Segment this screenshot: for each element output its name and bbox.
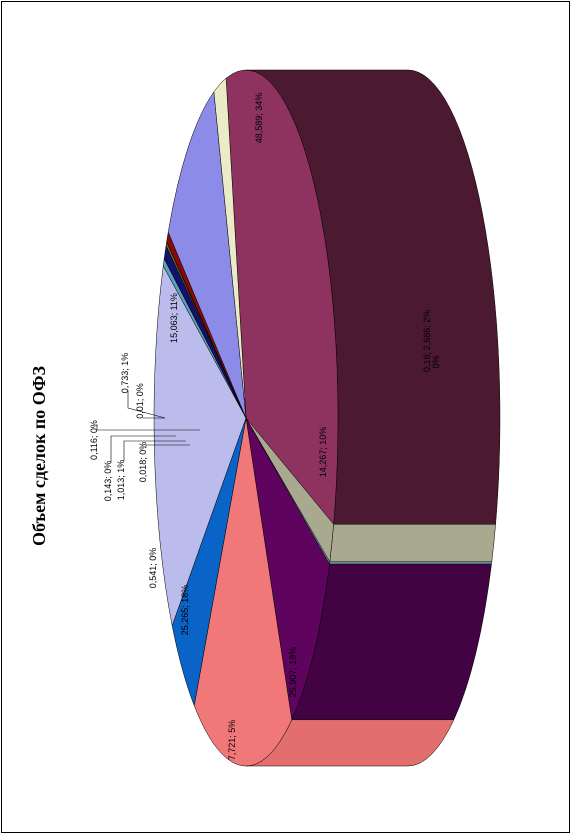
pie-slice	[193, 417, 293, 767]
pie-slices	[153, 69, 501, 767]
data-label: 0,143; 0%	[103, 461, 113, 502]
data-label: 0%	[431, 355, 441, 368]
pie-slice	[245, 417, 330, 721]
data-labels: 48,589; 34% 2,686; 2%0,16; 0% 14,267; 10% 25…	[89, 93, 441, 761]
data-label: 0,018; 0%	[138, 442, 148, 483]
data-label: 14,267; 10%	[318, 427, 328, 478]
data-label: 1,013; 1%	[116, 460, 126, 501]
pie-slice	[213, 77, 247, 419]
chart-title: Объем сделок по ОФЗ	[29, 366, 49, 546]
data-label: 0,01; 0%	[135, 383, 145, 419]
leader-line	[127, 390, 166, 419]
data-label: 15,063; 11%	[169, 293, 179, 343]
leader-line	[123, 440, 186, 461]
data-label: 2,686; 2%	[422, 310, 432, 351]
leader-line	[96, 424, 200, 431]
leader-line	[145, 444, 190, 448]
pie-slice	[153, 265, 247, 627]
pie-side	[245, 69, 501, 767]
leader-lines	[96, 390, 200, 463]
data-label: 25,265; 18%	[180, 585, 190, 636]
data-label: 0,16;	[422, 352, 432, 372]
data-label: 7,721; 5%	[227, 720, 237, 761]
pie-slice	[225, 69, 339, 525]
pie-side-segment	[329, 523, 496, 563]
data-label: 0,541; 0%	[148, 548, 158, 589]
data-label: 48,589; 34%	[254, 93, 264, 144]
leader-line	[110, 435, 176, 463]
pie-slice	[167, 91, 247, 419]
data-label: 0,116; 0%	[89, 420, 99, 460]
pie-side-segment	[329, 561, 493, 565]
data-label: 0,733; 1%	[120, 353, 130, 394]
data-label: 25,907; 18%	[288, 647, 298, 698]
